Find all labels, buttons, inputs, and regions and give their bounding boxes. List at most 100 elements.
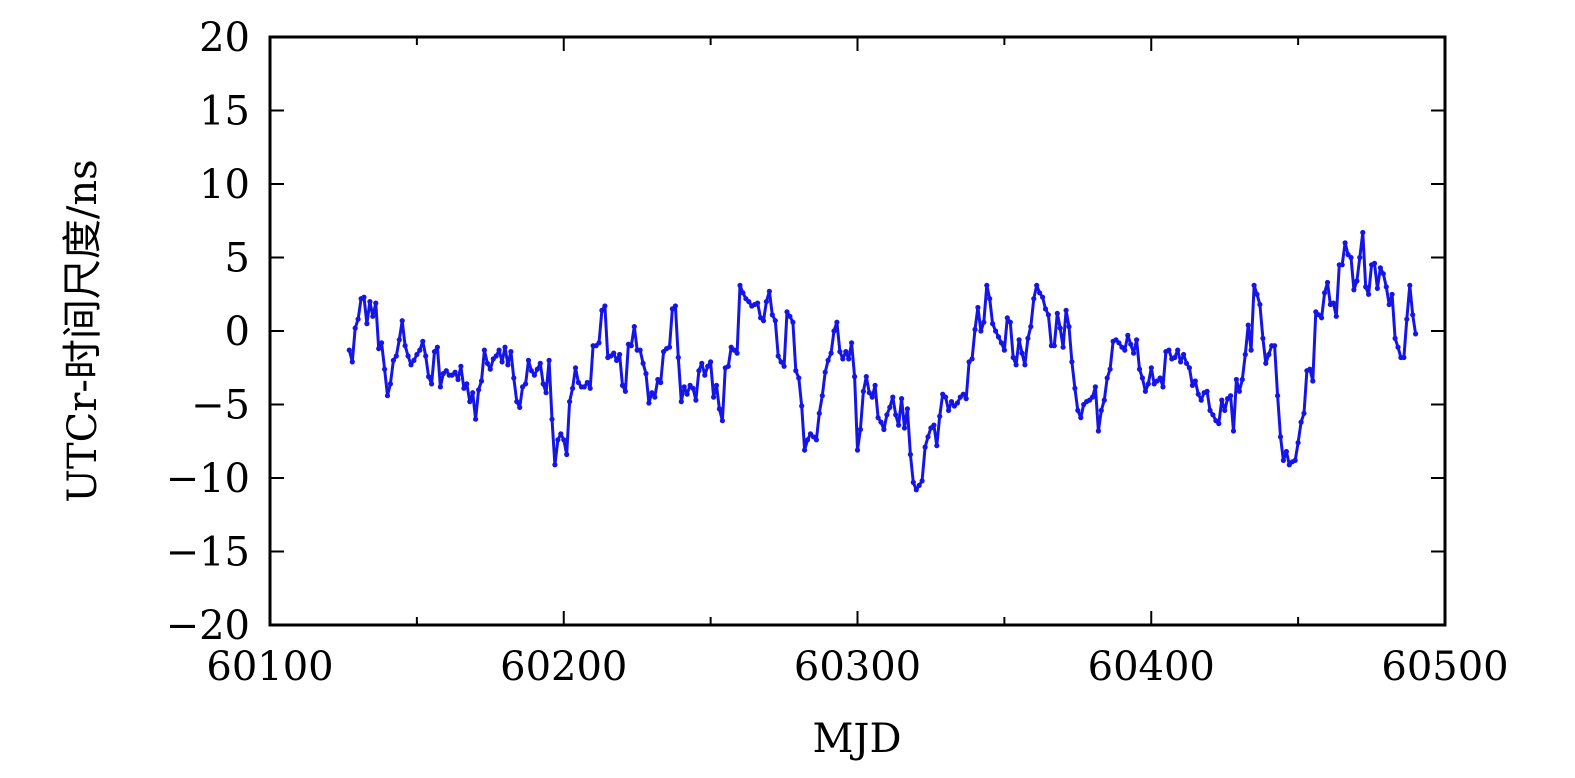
data-point [534, 366, 540, 372]
data-point [896, 422, 902, 428]
data-point [1186, 365, 1192, 371]
data-point [382, 366, 388, 372]
data-point [525, 357, 532, 363]
data-point [499, 359, 505, 365]
data-point [998, 340, 1005, 346]
data-point [523, 381, 529, 387]
data-point [1107, 366, 1113, 372]
data-point [1413, 331, 1419, 337]
data-point [517, 404, 523, 410]
data-point [617, 351, 623, 358]
data-point [508, 349, 514, 355]
data-point [470, 390, 476, 396]
data-point [784, 309, 790, 315]
data-point [693, 397, 699, 403]
data-point [376, 346, 382, 352]
data-point [384, 393, 391, 399]
data-point [511, 375, 517, 381]
data-point [1142, 388, 1148, 394]
data-point [1248, 347, 1254, 353]
data-point [1254, 291, 1260, 297]
data-point [1371, 260, 1378, 266]
data-point [675, 354, 681, 361]
data-point [1301, 410, 1307, 416]
data-point [684, 391, 690, 397]
data-point [352, 325, 358, 331]
data-point [496, 347, 502, 353]
data-point [678, 399, 684, 405]
data-point [1245, 322, 1251, 328]
data-point [478, 378, 485, 384]
data-point [628, 343, 634, 349]
data-point [379, 340, 385, 346]
data-point [916, 482, 922, 488]
data-point [846, 356, 852, 362]
data-point [1057, 325, 1063, 331]
data-point [725, 363, 731, 369]
x-tick-label: 60300 [794, 644, 921, 690]
data-point [719, 418, 726, 424]
data-point [1139, 375, 1145, 381]
data-point [828, 350, 834, 356]
data-point [652, 394, 658, 400]
data-point [1116, 340, 1122, 346]
data-point [423, 353, 429, 359]
data-point [399, 318, 405, 324]
data-point [960, 391, 966, 397]
data-point [699, 360, 705, 366]
data-point [1404, 316, 1410, 322]
data-point [408, 362, 414, 368]
data-point [1148, 365, 1154, 371]
data-point [584, 379, 590, 386]
data-point [1222, 407, 1228, 413]
data-point [1383, 284, 1389, 290]
data-point [1230, 428, 1237, 434]
data-point [1277, 434, 1284, 440]
data-point [1210, 412, 1216, 418]
data-point [464, 381, 470, 387]
y-tick-label: 0 [225, 309, 250, 355]
data-point [934, 443, 940, 449]
data-point [1266, 351, 1272, 358]
data-point [1272, 343, 1278, 349]
data-point [443, 368, 449, 374]
data-point [429, 381, 435, 387]
data-point [461, 385, 467, 391]
data-point [1239, 376, 1245, 383]
data-point [1298, 419, 1304, 425]
data-point [1010, 354, 1016, 361]
data-point [766, 288, 773, 294]
data-point [643, 371, 649, 377]
data-point [1101, 397, 1107, 403]
data-point [666, 344, 673, 350]
data-point [740, 290, 746, 296]
x-axis-tick-labels: 60100 60200 60300 60400 60500 [206, 644, 1508, 690]
data-point [572, 365, 579, 371]
data-point [1236, 388, 1242, 394]
x-tick-label: 60200 [500, 644, 627, 690]
data-point [975, 304, 981, 311]
data-point [843, 349, 849, 355]
data-point [619, 382, 626, 388]
x-tick-label: 60500 [1381, 644, 1508, 690]
data-point [1389, 291, 1395, 297]
data-point [1034, 282, 1040, 288]
data-point [1183, 360, 1190, 366]
data-point [904, 406, 911, 412]
data-point [1407, 282, 1413, 288]
data-point [1392, 335, 1398, 341]
data-point [611, 350, 617, 356]
data-point [1192, 378, 1198, 384]
data-point [458, 363, 464, 369]
data-point [869, 394, 875, 400]
data-point [1333, 313, 1339, 319]
data-point [713, 382, 720, 388]
data-point [396, 337, 402, 343]
data-point [531, 372, 538, 378]
data-point [631, 324, 637, 330]
data-point [690, 385, 696, 391]
data-point [922, 444, 928, 450]
data-point [987, 296, 993, 302]
data-point [405, 353, 411, 359]
